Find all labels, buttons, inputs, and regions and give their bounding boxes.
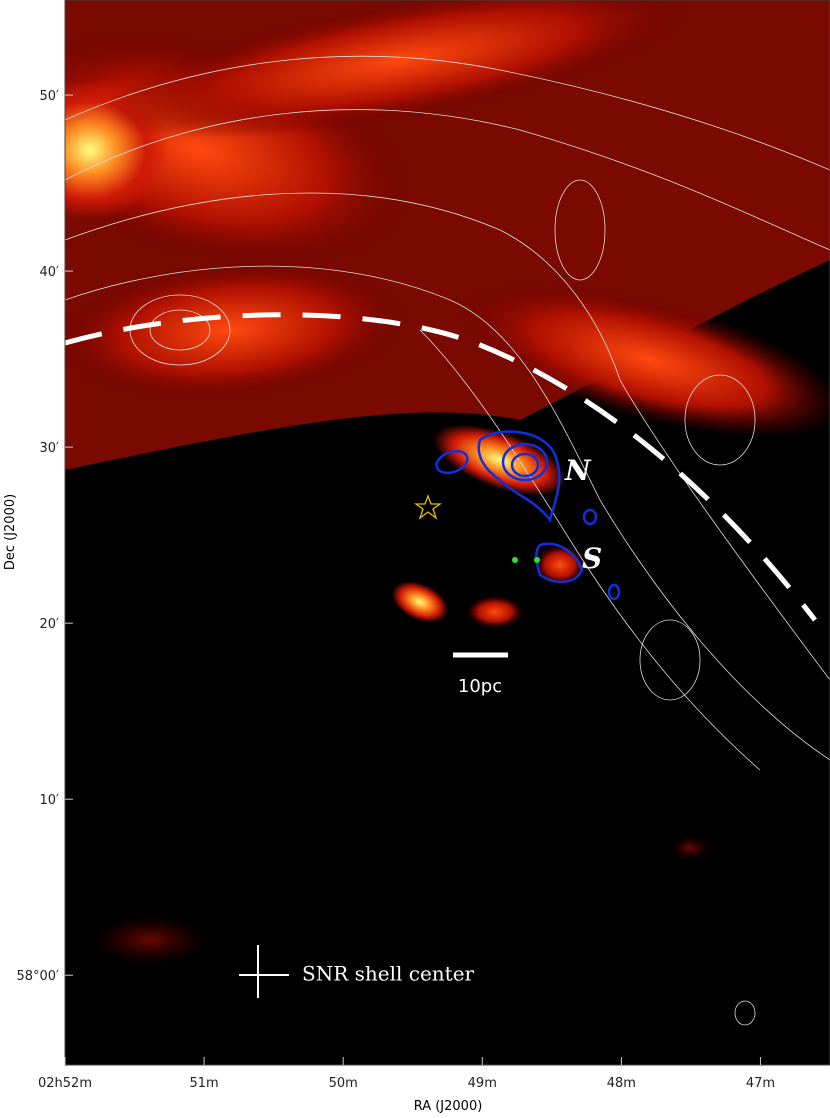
y-axis-title: Dec (J2000) xyxy=(3,494,18,570)
x-tick-label: 50m xyxy=(329,1076,358,1091)
annotation: N xyxy=(564,454,592,487)
sky-image: N S 10pc SNR shell center xyxy=(65,0,830,1065)
x-axis-title: RA (J2000) xyxy=(414,1099,483,1114)
y-tick-label: 40′ xyxy=(40,265,60,280)
frame xyxy=(64,0,830,1066)
y-tick-label: 10′ xyxy=(40,793,60,808)
y-tick-label: 30′ xyxy=(40,441,60,456)
annotation: 10pc xyxy=(458,676,502,697)
x-tick-label: 48m xyxy=(607,1076,636,1091)
x-tick-label: 02h52m xyxy=(38,1076,92,1091)
annotation: SNR shell center xyxy=(302,962,475,986)
x-tick-label: 49m xyxy=(468,1076,497,1091)
x-tick-label: 47m xyxy=(746,1076,775,1091)
y-tick-label: 20′ xyxy=(40,617,60,632)
y-tick-label: 50′ xyxy=(40,89,60,104)
y-tick-label: 58°00′ xyxy=(16,969,59,984)
x-tick-label: 51m xyxy=(189,1076,218,1091)
annotation: S xyxy=(582,542,602,575)
